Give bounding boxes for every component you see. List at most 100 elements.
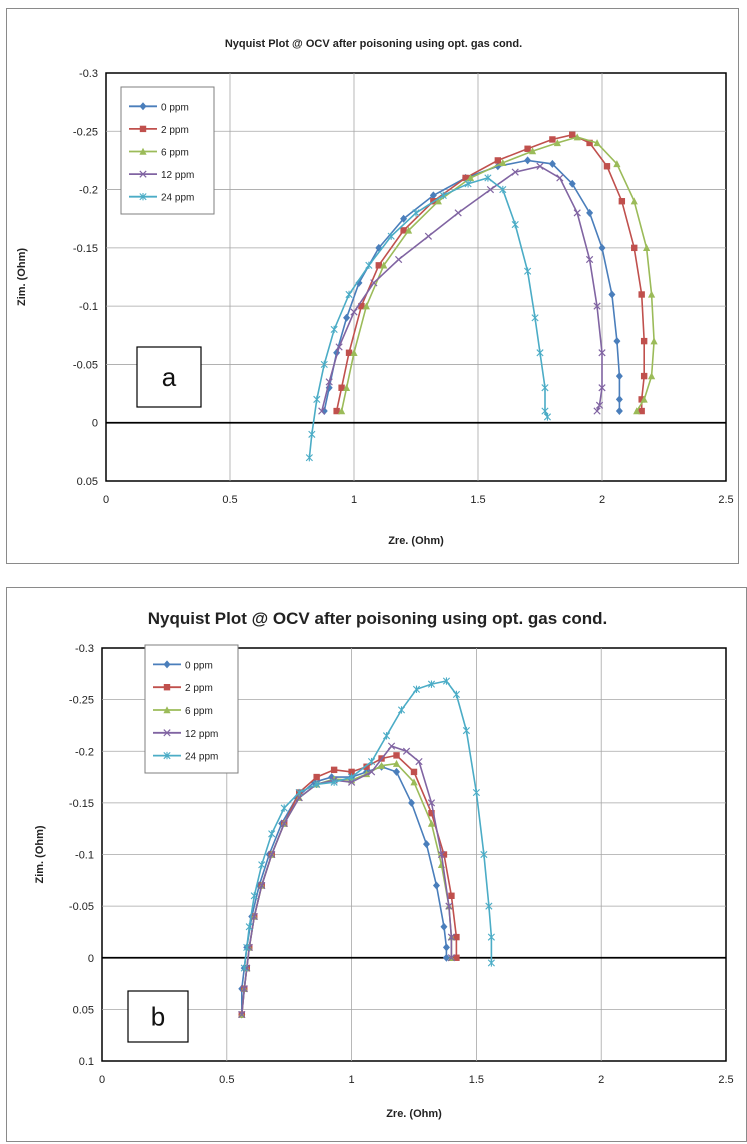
data-point	[447, 954, 456, 962]
data-point	[404, 226, 413, 234]
data-point	[343, 313, 351, 322]
data-point	[363, 763, 370, 770]
data-point	[608, 290, 616, 299]
data-point	[453, 954, 460, 961]
data-point	[640, 372, 648, 380]
series-line	[323, 159, 621, 412]
data-point	[400, 227, 407, 234]
data-point	[511, 168, 519, 176]
legend-label: 24 ppm	[161, 193, 194, 204]
y-axis-label: Zim. (Ohm)	[16, 248, 28, 306]
x-axis-label: Zre. (Ohm)	[386, 1108, 442, 1120]
data-point	[428, 810, 435, 817]
data-point	[408, 798, 416, 807]
data-point	[486, 185, 495, 194]
data-point	[345, 349, 353, 356]
data-point	[618, 198, 626, 205]
data-point	[258, 861, 266, 869]
data-point	[415, 757, 423, 766]
y-axis-label: Zim. (Ohm)	[34, 825, 46, 883]
data-point	[536, 349, 544, 357]
data-point	[350, 308, 358, 316]
data-point	[485, 902, 493, 910]
data-point	[240, 985, 248, 993]
data-point	[280, 819, 288, 828]
data-point	[355, 278, 363, 287]
legend: 0 ppm 2 ppm 6 ppm 12 ppm 24 ppm	[120, 86, 215, 215]
data-point	[347, 778, 356, 786]
data-point	[615, 407, 623, 416]
data-point	[598, 384, 606, 392]
y-tick-label: 0	[92, 418, 98, 430]
data-point	[499, 158, 507, 166]
data-point	[556, 174, 564, 182]
data-point	[573, 209, 581, 217]
x-tick-label: 0.5	[219, 1074, 234, 1086]
legend-marker	[163, 751, 171, 760]
data-point	[524, 267, 532, 275]
data-point	[615, 395, 623, 404]
data-point	[593, 302, 601, 310]
y-tick-label: 0.05	[77, 476, 98, 488]
legend-marker	[163, 706, 171, 714]
data-point	[615, 372, 623, 381]
series-6-ppm	[338, 133, 658, 415]
data-point	[434, 197, 442, 205]
data-point	[410, 768, 418, 776]
data-point	[543, 413, 552, 421]
data-point	[350, 348, 358, 356]
series-24-ppm	[240, 677, 495, 972]
data-point	[330, 778, 338, 786]
data-point	[362, 302, 370, 310]
data-point	[586, 139, 593, 147]
legend-label: 12 ppm	[185, 729, 218, 740]
data-point	[258, 881, 266, 890]
data-point	[382, 732, 391, 740]
data-point	[377, 761, 386, 769]
data-point	[440, 851, 448, 858]
x-tick-label: 1.5	[469, 1074, 484, 1086]
x-tick-label: 1	[349, 1074, 355, 1086]
y-tick-label: 0	[88, 953, 94, 965]
data-point	[338, 407, 346, 415]
data-point	[593, 139, 601, 147]
data-point	[598, 243, 606, 252]
data-point	[487, 959, 495, 967]
data-point	[320, 360, 328, 369]
data-point	[380, 261, 388, 269]
data-point	[524, 145, 531, 152]
data-point	[648, 372, 656, 380]
data-point	[568, 179, 576, 188]
data-point	[448, 892, 455, 899]
data-point	[240, 964, 248, 972]
x-tick-label: 1	[351, 494, 357, 506]
data-point	[548, 159, 556, 168]
data-point	[442, 953, 450, 962]
y-tick-label: -0.05	[73, 359, 98, 371]
legend-marker	[139, 125, 147, 133]
data-point	[422, 840, 430, 849]
panel-tag-box	[136, 346, 202, 408]
data-point	[412, 685, 421, 693]
x-axis-label: Zre. (Ohm)	[388, 535, 444, 547]
data-point	[440, 922, 448, 931]
data-point	[480, 850, 488, 859]
series-line	[243, 680, 493, 969]
data-point	[387, 742, 396, 750]
series-12-ppm	[318, 162, 606, 415]
data-point	[633, 407, 641, 415]
legend-marker	[139, 193, 147, 201]
data-point	[280, 804, 288, 812]
data-point	[462, 726, 471, 735]
data-point	[427, 819, 436, 827]
data-point	[393, 767, 401, 776]
data-point	[333, 407, 340, 415]
data-point	[464, 180, 472, 188]
panel-tag-box	[127, 990, 189, 1043]
data-point	[410, 778, 418, 786]
y-tick-label: -0.25	[69, 695, 94, 707]
data-point	[453, 933, 460, 941]
y-tick-label: -0.1	[79, 301, 98, 313]
data-point	[472, 788, 480, 797]
data-point	[549, 136, 556, 143]
